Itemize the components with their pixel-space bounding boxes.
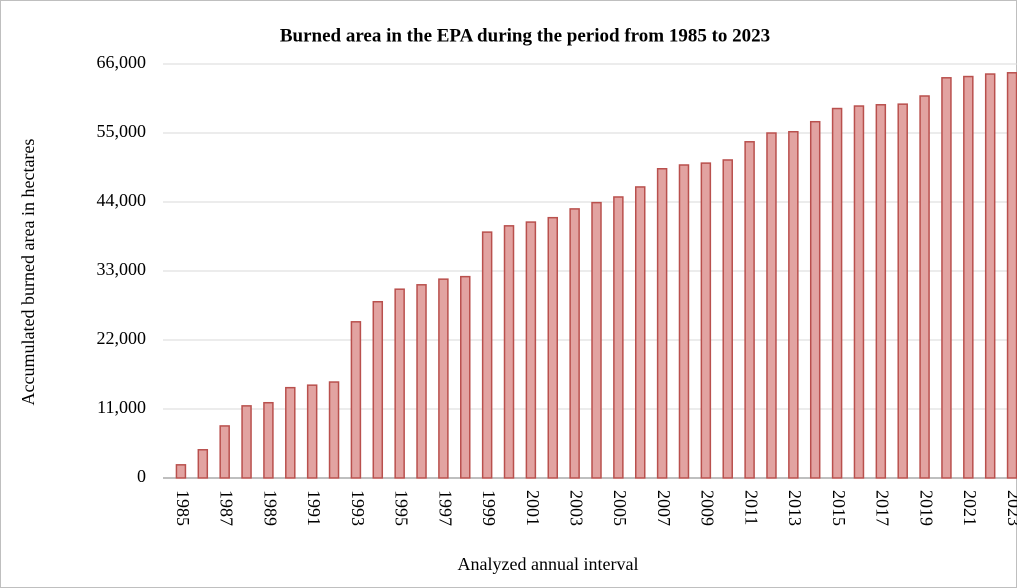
x-tick-label: 1987 [217,490,237,526]
x-tick-label: 1993 [348,490,368,526]
bar [547,216,559,479]
bar [525,221,537,479]
bar [700,162,712,479]
bar [1006,72,1017,479]
x-tick-label: 2001 [523,490,543,526]
bar [722,159,733,479]
bar [613,196,624,479]
y-tick-label: 33,000 [97,259,147,279]
bar [503,225,515,479]
bar [416,284,427,479]
bar [788,130,799,479]
x-tick-label: 2009 [698,490,718,526]
bar [809,120,821,479]
x-tick-label: 2023 [1004,490,1017,526]
y-tick-label: 0 [137,466,146,486]
chart-title: Burned area in the EPA during the period… [280,25,770,46]
bar [306,384,318,479]
x-tick-label: 2019 [916,490,936,526]
bar [853,105,865,479]
x-axis-label: Analyzed annual interval [458,554,639,574]
x-tick-label: 1991 [304,490,324,526]
bar [897,103,908,479]
bar [438,278,449,479]
x-tick-label: 1989 [260,490,280,526]
x-tick-label: 2013 [785,490,805,526]
bar [197,449,209,479]
x-tick-label: 1985 [173,490,193,526]
bar [328,381,340,479]
x-tick-label: 1999 [479,490,499,526]
x-tick-label: 2003 [567,490,587,526]
y-tick-label: 55,000 [97,121,147,141]
bar [350,321,362,479]
bar [875,104,887,479]
bar [263,401,274,479]
x-tick-label: 2021 [960,490,980,526]
bar [175,464,187,479]
y-tick-label: 11,000 [97,397,146,417]
y-tick-label: 66,000 [97,52,147,72]
bar [372,300,384,479]
bar [744,141,755,479]
bar [766,132,777,479]
bar [394,288,405,479]
bar [963,75,974,479]
y-tick-label: 44,000 [97,190,147,210]
x-tick-label: 2007 [654,490,674,526]
x-tick-label: 2017 [873,490,893,526]
x-tick-label: 2005 [610,490,630,526]
bar [591,201,602,479]
bar [984,73,996,479]
bar [656,168,668,479]
x-tick-label: 2011 [741,490,761,525]
bar [678,164,690,479]
bar [919,95,930,479]
bar [569,208,580,479]
y-axis-label: Accumulated burned area in hectares [18,139,38,406]
x-tick-label: 1995 [392,490,412,526]
x-tick-label: 2015 [829,490,849,526]
bar [941,77,952,479]
bar [634,186,646,479]
bar [481,231,493,479]
bar [241,405,252,479]
y-tick-label: 22,000 [97,328,147,348]
bar [831,107,843,479]
x-tick-label: 1997 [435,490,455,526]
bar [285,386,296,479]
bar [460,275,471,479]
bar [219,425,230,479]
